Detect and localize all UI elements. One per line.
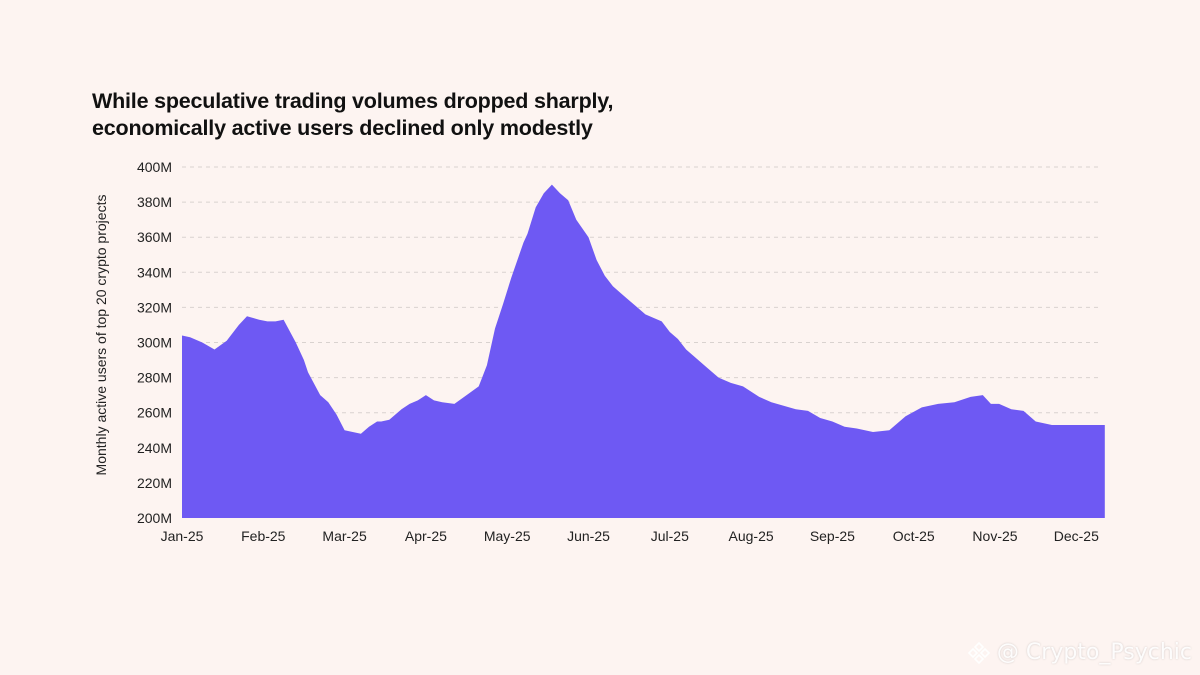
binance-logo-icon: [967, 641, 991, 664]
x-tick-label: Oct-25: [893, 528, 935, 544]
y-tick-label: 300M: [137, 335, 172, 351]
y-tick-label: 280M: [137, 370, 172, 386]
x-axis-ticks: Jan-25 Feb-25 Mar-25 Apr-25 May-25 Jun-25 Jul-…: [161, 528, 1099, 544]
x-tick-label: Dec-25: [1054, 528, 1099, 544]
y-tick-label: 240M: [137, 440, 172, 456]
x-tick-label: Mar-25: [322, 528, 367, 544]
x-tick-label: Apr-25: [405, 528, 447, 544]
y-tick-label: 220M: [137, 475, 172, 491]
x-tick-label: Jul-25: [651, 528, 689, 544]
x-tick-label: Jan-25: [161, 528, 204, 544]
y-tick-label: 360M: [137, 229, 172, 245]
y-tick-label: 380M: [137, 194, 172, 210]
x-tick-label: Jun-25: [567, 528, 610, 544]
chart-title-line-2: economically active users declined only …: [92, 116, 593, 140]
x-tick-label: Nov-25: [972, 528, 1017, 544]
y-tick-label: 340M: [137, 264, 172, 280]
x-tick-label: Feb-25: [241, 528, 286, 544]
y-axis-ticks: 200M 220M 240M 260M 280M 300M 320M 340M 360M 380M…: [137, 159, 172, 526]
y-tick-label: 320M: [137, 299, 172, 315]
y-axis-label: Monthly active users of top 20 crypto pr…: [93, 195, 109, 476]
y-tick-label: 400M: [137, 159, 172, 175]
y-tick-label: 260M: [137, 405, 172, 421]
chart-title: While speculative trading volumes droppe…: [92, 88, 613, 142]
x-tick-label: Sep-25: [810, 528, 855, 544]
x-tick-label: May-25: [484, 528, 531, 544]
y-tick-label: 200M: [137, 510, 172, 526]
watermark-text: @ Crypto_Psychic: [996, 640, 1192, 665]
x-tick-label: Aug-25: [729, 528, 774, 544]
series-area: [182, 184, 1105, 518]
watermark: @ Crypto_Psychic: [967, 640, 1192, 665]
chart-title-line-1: While speculative trading volumes droppe…: [92, 89, 614, 113]
